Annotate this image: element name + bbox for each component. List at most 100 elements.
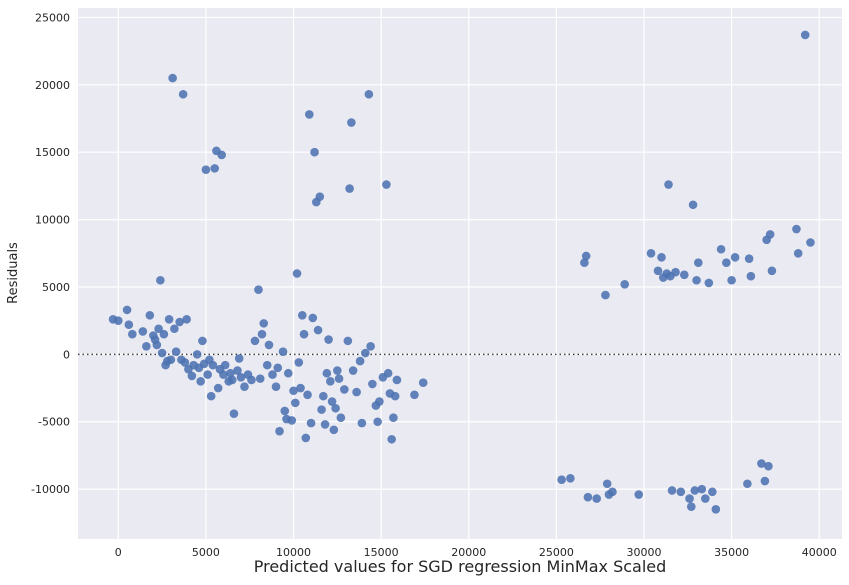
data-point: [767, 266, 777, 276]
data-point: [208, 360, 218, 370]
y-tick-label: 20000: [35, 79, 70, 92]
plot-background: [78, 8, 842, 539]
data-point: [247, 375, 256, 385]
data-point: [275, 426, 284, 436]
data-point: [324, 335, 333, 344]
data-point: [410, 390, 419, 400]
data-point: [697, 484, 707, 494]
data-point: [168, 73, 177, 83]
data-point: [180, 358, 190, 367]
data-point: [210, 164, 219, 173]
data-point: [334, 374, 344, 383]
data-point: [201, 165, 211, 175]
data-point: [806, 238, 815, 247]
data-point: [178, 89, 188, 99]
data-point: [382, 180, 391, 189]
data-point: [583, 492, 593, 502]
data-point: [744, 254, 754, 263]
data-point: [326, 377, 335, 386]
data-point: [170, 324, 179, 334]
data-point: [175, 317, 184, 327]
data-point: [418, 378, 428, 387]
data-point: [297, 310, 307, 320]
data-point: [653, 266, 663, 276]
y-axis-title: Residuals: [6, 242, 21, 304]
y-tick-label: 5000: [42, 281, 70, 294]
data-point: [368, 379, 377, 389]
data-point: [278, 347, 288, 356]
data-point: [217, 150, 226, 160]
data-point: [688, 200, 698, 210]
data-point: [765, 230, 775, 239]
data-point: [313, 325, 323, 335]
data-point: [240, 382, 249, 392]
data-point: [182, 315, 191, 324]
data-point: [310, 147, 319, 157]
data-point: [159, 329, 169, 339]
data-point: [315, 192, 325, 201]
data-point: [303, 390, 312, 400]
y-tick-label: -5000: [38, 416, 70, 429]
data-point: [283, 368, 293, 378]
data-point: [206, 391, 216, 401]
data-point: [226, 368, 235, 378]
data-point: [345, 184, 354, 193]
data-point: [171, 347, 181, 356]
data-point: [348, 366, 358, 375]
data-point: [273, 363, 283, 373]
data-point: [676, 487, 686, 497]
y-tick-labels: -10000 -5000 0 5000 10000 15000 20000 25000: [31, 11, 70, 496]
data-point: [259, 319, 269, 328]
data-point: [373, 417, 382, 427]
data-point: [254, 285, 263, 294]
data-point: [694, 258, 703, 268]
x-tick-label: 30000: [626, 546, 661, 559]
data-point: [319, 391, 328, 401]
data-point: [142, 341, 151, 351]
data-point: [566, 474, 575, 483]
data-point: [364, 89, 374, 99]
x-tick-labels: 0 5000 10000 15000 20000 25000 30000 35000 40000: [115, 546, 837, 559]
data-point: [145, 310, 155, 320]
data-point: [620, 279, 630, 289]
y-tick-label: 10000: [35, 214, 70, 227]
data-point: [308, 313, 318, 323]
data-point: [122, 305, 132, 315]
data-point: [322, 368, 332, 378]
x-tick-label: 20000: [451, 546, 486, 559]
data-point: [290, 398, 300, 408]
data-point: [336, 413, 346, 423]
data-point: [250, 336, 260, 346]
data-point: [264, 340, 274, 350]
x-tick-label: 15000: [364, 546, 399, 559]
data-point: [701, 494, 710, 503]
data-point: [152, 340, 162, 350]
x-tick-label: 35000: [714, 546, 749, 559]
data-point: [220, 360, 230, 370]
data-point: [299, 329, 309, 339]
data-point: [233, 366, 242, 375]
data-point: [366, 341, 375, 351]
data-point: [711, 505, 721, 514]
data-point: [166, 355, 176, 365]
x-tick-label: 25000: [539, 546, 574, 559]
data-point: [331, 403, 340, 413]
data-point: [757, 459, 766, 468]
data-point: [792, 224, 801, 234]
data-point: [157, 348, 167, 358]
data-point: [333, 366, 342, 375]
data-point: [213, 383, 223, 393]
data-point: [262, 360, 272, 370]
data-point: [383, 368, 393, 378]
y-tick-label: 15000: [35, 146, 70, 159]
data-point: [154, 324, 163, 334]
data-point: [634, 490, 644, 499]
data-point: [114, 316, 123, 325]
data-point: [320, 420, 330, 429]
data-point: [793, 248, 803, 258]
x-tick-label: 5000: [192, 546, 220, 559]
data-point: [164, 315, 174, 324]
data-point: [716, 244, 726, 254]
y-tick-label: 0: [63, 348, 70, 361]
